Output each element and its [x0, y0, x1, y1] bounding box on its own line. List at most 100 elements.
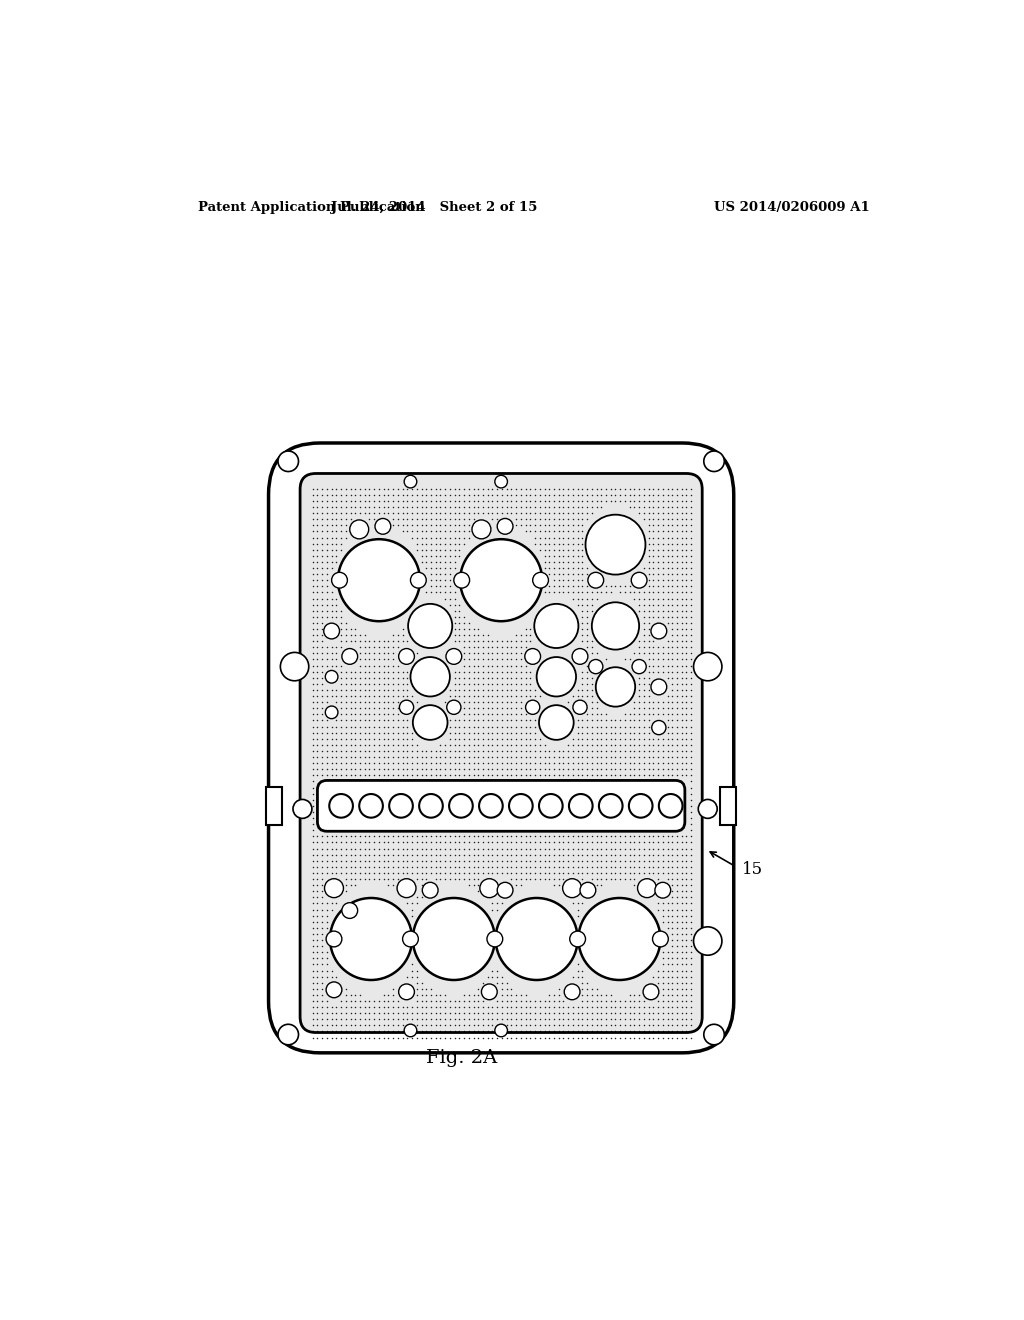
Point: [598, 990, 614, 1011]
Point: [551, 850, 567, 871]
Point: [636, 496, 652, 517]
Point: [499, 747, 515, 768]
Point: [352, 741, 369, 762]
Point: [522, 857, 539, 878]
Point: [659, 496, 676, 517]
Point: [579, 508, 595, 529]
Point: [318, 643, 335, 664]
Point: [309, 899, 326, 920]
Point: [318, 857, 335, 878]
Point: [399, 503, 416, 524]
Point: [304, 808, 321, 829]
Point: [669, 747, 685, 768]
Point: [437, 508, 454, 529]
Point: [593, 722, 609, 743]
Point: [314, 496, 331, 517]
Point: [409, 508, 425, 529]
Point: [304, 801, 321, 822]
Point: [616, 850, 633, 871]
Point: [527, 685, 544, 706]
Point: [366, 698, 382, 719]
Point: [527, 869, 544, 890]
Point: [602, 850, 618, 871]
Point: [645, 533, 662, 554]
Point: [674, 966, 690, 987]
Point: [403, 741, 420, 762]
Point: [636, 606, 652, 627]
Point: [380, 747, 396, 768]
Point: [441, 759, 458, 780]
Point: [328, 843, 344, 865]
Point: [593, 729, 609, 750]
Point: [622, 1008, 638, 1030]
Point: [555, 832, 571, 853]
Point: [541, 752, 557, 774]
Point: [461, 875, 477, 896]
Point: [314, 680, 331, 701]
Point: [517, 496, 534, 517]
Point: [352, 643, 369, 664]
Point: [423, 990, 439, 1011]
Point: [546, 490, 562, 511]
Point: [678, 764, 694, 785]
Point: [461, 722, 477, 743]
Point: [446, 484, 463, 506]
Point: [366, 764, 382, 785]
Point: [441, 680, 458, 701]
Point: [318, 564, 335, 585]
Point: [452, 606, 468, 627]
Point: [513, 747, 529, 768]
Point: [309, 741, 326, 762]
Point: [678, 729, 694, 750]
Point: [631, 1003, 647, 1024]
Point: [338, 490, 354, 511]
Point: [432, 508, 449, 529]
Point: [333, 601, 349, 622]
Point: [674, 972, 690, 993]
Point: [314, 972, 331, 993]
Point: [636, 862, 652, 883]
Point: [342, 862, 358, 883]
Point: [309, 496, 326, 517]
Point: [333, 832, 349, 853]
Point: [461, 478, 477, 499]
Point: [627, 759, 643, 780]
Point: [352, 715, 369, 737]
Point: [654, 503, 671, 524]
Point: [513, 710, 529, 731]
Point: [669, 966, 685, 987]
Point: [380, 1027, 396, 1048]
Point: [499, 759, 515, 780]
Point: [409, 843, 425, 865]
Point: [574, 582, 591, 603]
Point: [527, 1015, 544, 1036]
Point: [683, 832, 699, 853]
Point: [602, 997, 618, 1018]
Point: [314, 752, 331, 774]
Point: [347, 698, 364, 719]
Point: [328, 832, 344, 853]
Point: [654, 704, 671, 725]
Point: [627, 478, 643, 499]
Point: [659, 960, 676, 981]
Point: [537, 1003, 553, 1024]
Point: [414, 985, 430, 1006]
Point: [522, 862, 539, 883]
Point: [356, 503, 373, 524]
Point: [678, 1027, 694, 1048]
Point: [678, 624, 694, 645]
Point: [616, 838, 633, 859]
Circle shape: [632, 660, 646, 673]
Point: [674, 990, 690, 1011]
Point: [551, 843, 567, 865]
Point: [304, 587, 321, 609]
Point: [385, 515, 401, 536]
Point: [569, 752, 586, 774]
Point: [427, 515, 443, 536]
Point: [361, 503, 378, 524]
Point: [593, 857, 609, 878]
Point: [333, 747, 349, 768]
Point: [441, 478, 458, 499]
Point: [659, 631, 676, 652]
Circle shape: [569, 795, 593, 817]
